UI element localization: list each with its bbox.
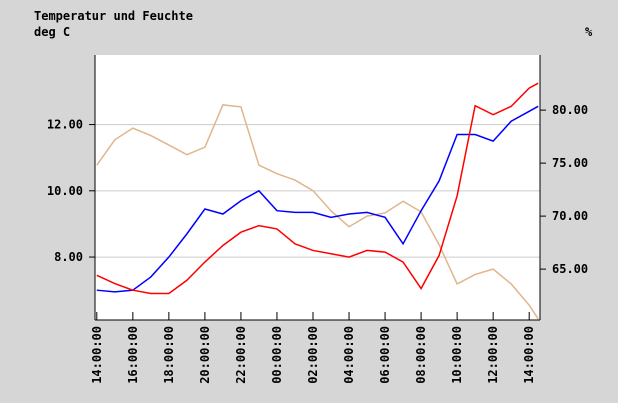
x-tick-label: 00:00:00 bbox=[270, 326, 284, 384]
x-tick-label: 12:00:00 bbox=[486, 326, 500, 384]
x-tick-label: 20:00:00 bbox=[198, 326, 212, 384]
y2-axis-label: % bbox=[585, 25, 593, 39]
y-axis-label: deg C bbox=[34, 25, 70, 39]
y2-tick-label: 65.00 bbox=[552, 262, 588, 276]
y-tick-label: 10.00 bbox=[47, 184, 83, 198]
x-tick-label: 18:00:00 bbox=[162, 326, 176, 384]
series-line bbox=[96, 82, 539, 295]
series-line bbox=[96, 104, 539, 320]
x-tick-label: 10:00:00 bbox=[450, 326, 464, 384]
x-tick-label: 02:00:00 bbox=[306, 326, 320, 384]
series-line bbox=[96, 105, 539, 293]
x-tick-label: 16:00:00 bbox=[126, 326, 140, 384]
plot-area bbox=[95, 55, 540, 320]
y-tick-label: 8.00 bbox=[54, 250, 83, 264]
y-tick-label: 12.00 bbox=[47, 118, 83, 132]
x-tick-label: 06:00:00 bbox=[378, 326, 392, 384]
x-tick-label: 22:00:00 bbox=[234, 326, 248, 384]
x-tick-label: 14:00:00 bbox=[522, 326, 536, 384]
x-tick-label: 14:00:00 bbox=[90, 326, 104, 384]
x-tick-label: 08:00:00 bbox=[414, 326, 428, 384]
chart-title: Temperatur und Feuchte bbox=[34, 9, 193, 23]
y2-tick-label: 75.00 bbox=[552, 156, 588, 170]
y2-tick-label: 80.00 bbox=[552, 103, 588, 117]
x-tick-label: 04:00:00 bbox=[342, 326, 356, 384]
y2-tick-label: 70.00 bbox=[552, 209, 588, 223]
